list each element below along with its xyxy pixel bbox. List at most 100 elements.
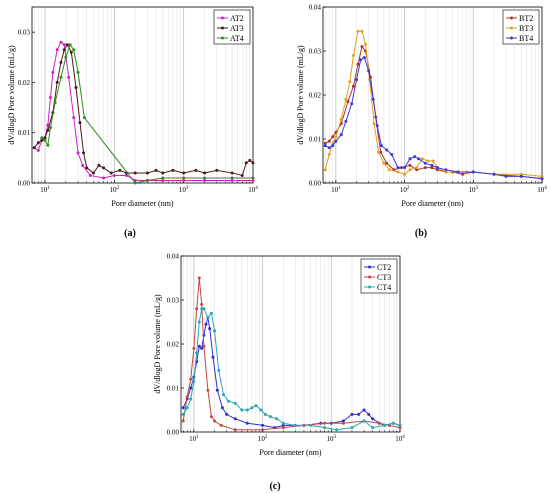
data-point <box>72 116 76 120</box>
data-point <box>275 417 279 421</box>
data-point <box>323 426 327 430</box>
data-point <box>323 144 327 148</box>
y-tick-label: 0.03 <box>18 29 31 37</box>
data-point <box>161 178 165 182</box>
data-point <box>209 415 213 419</box>
series-at4 <box>40 43 255 185</box>
data-point <box>248 158 252 162</box>
data-point <box>327 146 331 150</box>
x-tick-label: 102 <box>258 435 268 443</box>
data-point <box>323 421 327 425</box>
data-point <box>43 138 47 142</box>
series-line <box>324 45 543 180</box>
data-point <box>385 148 389 152</box>
data-point <box>327 139 331 143</box>
y-axis-label: dV/dlogD Pore volume (mL/g) <box>153 294 162 394</box>
data-point <box>76 70 80 74</box>
data-point <box>339 117 343 121</box>
y-tick-label: 0.02 <box>167 341 180 349</box>
series-ct4 <box>181 307 402 432</box>
data-point <box>254 404 258 408</box>
data-point <box>377 150 381 154</box>
data-point <box>341 421 345 425</box>
panel-label: (a) <box>124 228 136 239</box>
series-line <box>33 41 253 181</box>
data-point <box>88 173 92 177</box>
data-point <box>195 307 199 311</box>
data-point <box>145 171 149 175</box>
data-point <box>233 417 237 421</box>
series-line <box>182 277 401 431</box>
data-point <box>408 163 412 167</box>
data-point <box>327 152 331 156</box>
data-point <box>263 412 267 416</box>
data-point <box>362 408 366 412</box>
data-point <box>185 395 189 399</box>
data-point <box>46 128 50 132</box>
data-point <box>72 48 76 52</box>
legend-box <box>213 9 251 45</box>
data-point <box>182 171 186 175</box>
data-point <box>344 119 348 123</box>
data-point <box>334 139 338 143</box>
data-point <box>46 143 50 147</box>
data-point <box>97 163 101 167</box>
data-point <box>371 417 375 421</box>
data-point <box>48 96 52 100</box>
data-point <box>109 171 113 175</box>
chart-panel-1: 0.00 0.01 0.02 0.03 101 102 103 104 Pore diamete… <box>7 6 258 239</box>
data-point <box>281 426 285 430</box>
y-tick-label: 0.01 <box>167 385 180 393</box>
data-point <box>335 428 339 432</box>
x-tick-label: 103 <box>327 435 337 443</box>
chart-panel-2: 0.00 0.01 0.02 0.03 0.04 101 102 103 104 Pore dia… <box>296 4 547 240</box>
data-point <box>403 172 407 176</box>
data-point <box>219 423 223 427</box>
legend-label: BT2 <box>519 14 533 23</box>
data-point <box>339 133 343 137</box>
data-point <box>192 346 196 350</box>
x-tick-label: 101 <box>40 186 50 194</box>
data-point <box>360 29 364 33</box>
panel-label: (b) <box>415 228 427 239</box>
data-point <box>220 406 224 410</box>
data-point <box>350 426 354 430</box>
data-point <box>379 150 383 154</box>
data-point <box>227 399 231 403</box>
data-point <box>351 84 355 88</box>
series-line <box>182 317 401 429</box>
data-point <box>209 311 213 315</box>
data-point <box>213 329 217 333</box>
data-point <box>396 170 400 174</box>
data-point <box>362 419 366 423</box>
y-tick-label: 0.01 <box>309 136 322 144</box>
data-point <box>398 426 402 430</box>
data-point <box>519 174 523 178</box>
legend-label: BT4 <box>519 34 533 43</box>
series-line <box>324 30 543 177</box>
data-point <box>430 166 434 170</box>
data-point <box>371 426 375 430</box>
data-point <box>383 423 387 427</box>
data-point <box>233 428 237 432</box>
data-point <box>161 176 165 180</box>
data-point <box>492 172 496 176</box>
data-point <box>102 166 106 170</box>
data-point <box>40 138 44 142</box>
y-tick-label: 0.04 <box>309 4 322 12</box>
y-tick-label: 0.02 <box>18 79 31 87</box>
data-point <box>363 42 367 46</box>
data-point <box>261 428 265 432</box>
x-tick-label: 103 <box>179 186 189 194</box>
data-point <box>245 421 249 425</box>
x-axis-label: Pore diameter (nm) <box>111 199 174 208</box>
data-point <box>112 173 116 177</box>
data-point <box>356 62 360 66</box>
data-point <box>281 421 285 425</box>
data-point <box>69 50 73 54</box>
data-point <box>62 43 66 47</box>
data-point <box>323 168 327 172</box>
